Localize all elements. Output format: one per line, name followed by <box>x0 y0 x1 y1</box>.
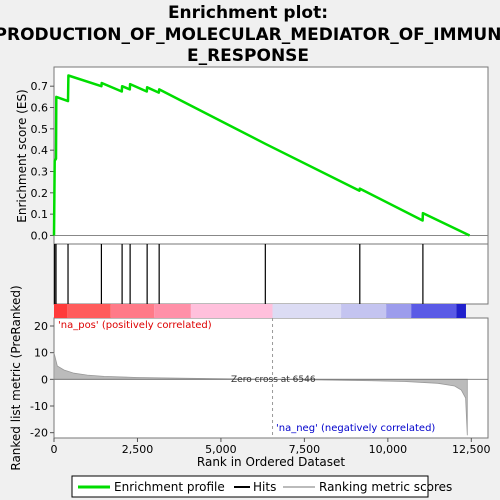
es-y-axis-label: Enrichment score (ES) <box>15 89 29 222</box>
es-y-tick-label: 0.2 <box>31 187 49 200</box>
neg-corr-label: 'na_neg' (negatively correlated) <box>276 423 435 434</box>
legend-label-hits: Hits <box>253 480 276 494</box>
hits-panel-frame <box>53 243 489 305</box>
es-y-tick-label: 0.3 <box>31 165 49 178</box>
es-y-tick-label: 0.7 <box>31 80 49 93</box>
metric-y-tick-label: 20 <box>34 320 48 333</box>
metric-y-tick-label: -20 <box>30 427 48 440</box>
x-axis-label: Rank in Ordered Dataset <box>197 455 345 469</box>
x-tick-label: 5,000 <box>205 443 237 456</box>
x-axis: 0 2,500 5,000 7,500 10,000 12,500 <box>51 438 491 456</box>
es-y-tick-label: 0.5 <box>31 123 49 136</box>
metric-y-tick-label: 10 <box>34 347 48 360</box>
rank-bar-segment <box>456 304 466 318</box>
rank-bar-segment <box>154 304 191 318</box>
rank-bar-segment <box>386 304 412 318</box>
x-tick-label: 10,000 <box>369 443 408 456</box>
metric-y-tick-label: 0 <box>41 373 48 386</box>
metric-panel: 20 10 0 -10 -20 <box>30 318 488 440</box>
legend-label-enrichment: Enrichment profile <box>114 480 225 494</box>
zero-cross-label: Zero cross at 6546 <box>231 375 316 385</box>
es-panel-frame <box>53 66 489 245</box>
rank-bar-segment <box>341 304 387 318</box>
legend: Enrichment profile Hits Ranking metric s… <box>71 475 452 498</box>
hits-panel <box>54 244 424 304</box>
chart-title: Enrichment plot: PRODUCTION_OF_MOLECULAR… <box>0 3 500 66</box>
rank-bar-segment <box>272 304 342 318</box>
es-y-tick-label: 0.1 <box>31 208 49 221</box>
x-tick-label: 12,500 <box>452 443 491 456</box>
x-tick-label: 2,500 <box>122 443 154 456</box>
title-line-3: E_RESPONSE <box>187 46 309 66</box>
metric-y-tick-label: -10 <box>30 400 48 413</box>
x-tick-label: 0 <box>51 443 58 456</box>
rank-bar-segment <box>411 304 457 318</box>
enrichment-profile-line <box>52 74 471 237</box>
pos-corr-label: 'na_pos' (positively correlated) <box>58 320 212 331</box>
es-y-tick-label: 0.4 <box>31 144 49 157</box>
es-y-tick-label: 0.6 <box>31 102 49 115</box>
legend-label-ranking: Ranking metric scores <box>319 480 452 494</box>
es-y-tick-label: 0.0 <box>31 229 49 242</box>
es-panel: 0.0 0.1 0.2 0.3 0.4 0.5 0.6 0.7 <box>31 74 488 242</box>
rank-bar-segment <box>110 304 155 318</box>
metric-y-axis-label: Ranked list metric (PreRanked) <box>9 285 23 470</box>
rank-bar-segment <box>54 304 68 318</box>
title-line-1: Enrichment plot: <box>168 3 328 23</box>
x-tick-label: 7,500 <box>289 443 321 456</box>
rank-bar-segment <box>190 304 273 318</box>
rank-color-bar <box>54 304 466 318</box>
rank-bar-segment <box>67 304 111 318</box>
title-line-2: PRODUCTION_OF_MOLECULAR_MEDIATOR_OF_IMMU… <box>0 25 500 45</box>
